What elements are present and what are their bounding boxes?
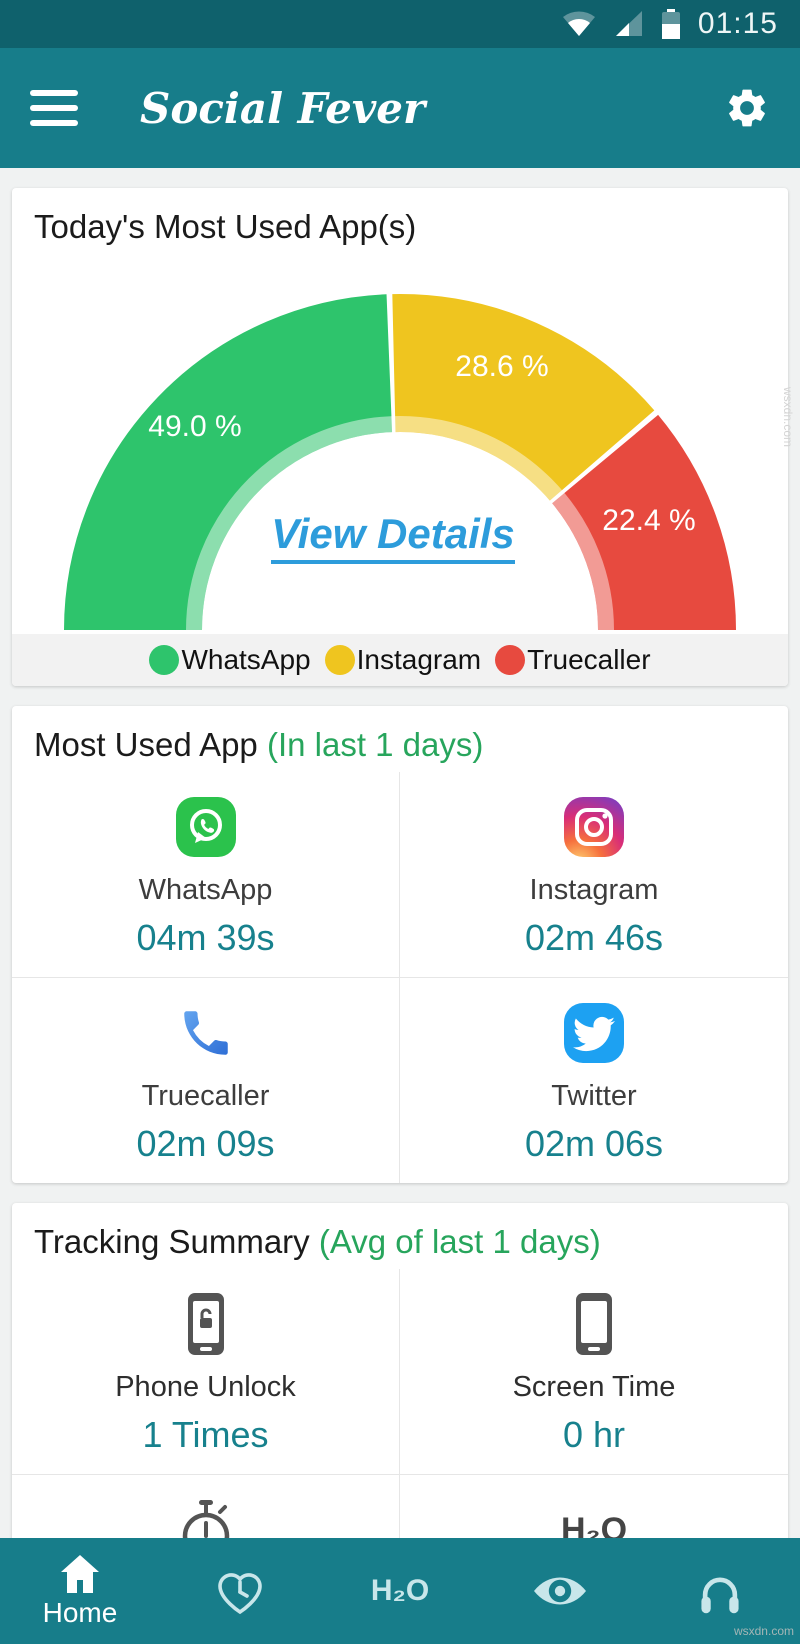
h2o-icon: H₂O	[370, 1574, 430, 1607]
chart-inner-highlight	[186, 416, 614, 631]
tracking-title: Tracking Summary (Avg of last 1 days)	[34, 1223, 601, 1260]
nav-item-home[interactable]: Home	[0, 1538, 160, 1644]
nav-item-heart-rate[interactable]	[160, 1538, 320, 1644]
phone-icon	[576, 1293, 612, 1355]
legend-dot-red	[495, 645, 526, 675]
legend-label: Truecaller	[527, 644, 651, 675]
signal-icon	[615, 11, 642, 36]
clock-time: 01:15	[697, 7, 778, 40]
usage-donut-chart: 49.0 % 28.6 % 22.4 % View Details	[12, 254, 788, 634]
app-name: Instagram	[529, 874, 659, 906]
legend-label: Instagram	[356, 644, 482, 675]
legend-item-truecaller: Truecaller	[495, 644, 651, 676]
legend-item-instagram: Instagram	[324, 644, 482, 676]
metric-label: Screen Time	[512, 1371, 676, 1403]
eye-icon	[534, 1577, 586, 1605]
battery-icon	[661, 9, 680, 39]
chart-slice-truecaller[interactable]	[551, 414, 736, 632]
legend-dot-yellow	[324, 645, 355, 675]
truecaller-icon	[183, 1011, 228, 1055]
app-usage-time: 02m 06s	[524, 1123, 664, 1164]
nav-item-audio[interactable]	[640, 1538, 800, 1644]
most-used-title: Most Used App (In last 1 days)	[34, 726, 484, 763]
app-name: Truecaller	[141, 1080, 270, 1112]
slice-label-instagram: 28.6 %	[455, 350, 548, 383]
chart-legend: WhatsApp Instagram Truecaller	[12, 634, 788, 686]
instagram-icon	[564, 797, 624, 857]
app-bar: Social Fever	[0, 48, 800, 168]
view-details-link[interactable]: View Details	[271, 510, 515, 557]
nav-item-water[interactable]: H₂O	[320, 1538, 480, 1644]
todays-usage-card: Today's Most Used App(s) 49.0 % 28.6 % 2…	[12, 188, 788, 686]
heart-clock-icon	[218, 1573, 262, 1615]
legend-item-whatsapp: WhatsApp	[149, 644, 311, 676]
status-bar: 01:15	[0, 0, 800, 48]
chart-card-title: Today's Most Used App(s)	[34, 208, 417, 245]
phone-unlock-icon	[187, 1293, 224, 1355]
app-cell-whatsapp[interactable]: WhatsApp 04m 39s	[12, 772, 400, 978]
app-usage-time: 04m 39s	[136, 917, 275, 958]
tracking-subtitle: (Avg of last 1 days)	[318, 1223, 601, 1260]
slice-label-truecaller: 22.4 %	[602, 504, 695, 537]
headphones-icon	[701, 1577, 739, 1614]
app-title: Social Fever	[140, 83, 426, 133]
metric-cell-phone-unlock[interactable]: Phone Unlock 1 Times	[12, 1269, 400, 1475]
app-cell-twitter[interactable]: Twitter 02m 06s	[400, 978, 788, 1183]
metric-label: Phone Unlock	[115, 1371, 296, 1403]
settings-gear-icon[interactable]	[724, 85, 770, 131]
chart-slice-instagram[interactable]	[392, 294, 655, 502]
twitter-icon	[564, 1003, 624, 1063]
metric-value: 0 hr	[562, 1414, 626, 1455]
menu-icon[interactable]	[30, 90, 78, 126]
watermark: wsxdn.com	[733, 1624, 794, 1638]
most-used-card: Most Used App (In last 1 days) WhatsApp …	[12, 706, 788, 1183]
whatsapp-icon	[175, 797, 236, 857]
legend-label: WhatsApp	[181, 644, 311, 675]
app-name: Twitter	[551, 1080, 637, 1112]
chart-slice-whatsapp[interactable]	[64, 294, 394, 632]
app-cell-instagram[interactable]: Instagram 02m 46s	[400, 772, 788, 978]
metric-value: 1 Times	[142, 1414, 269, 1455]
wifi-icon	[562, 11, 595, 36]
most-used-grid: WhatsApp 04m 39s	[12, 772, 788, 1183]
app-usage-time: 02m 09s	[136, 1123, 275, 1164]
bottom-nav: Home H₂O wsxdn.com	[0, 1538, 800, 1644]
metric-cell-screen-time[interactable]: Screen Time 0 hr	[400, 1269, 788, 1475]
most-used-subtitle: (In last 1 days)	[266, 726, 484, 763]
app-usage-time: 02m 46s	[524, 917, 664, 958]
nav-item-eye-care[interactable]	[480, 1538, 640, 1644]
slice-label-whatsapp: 49.0 %	[148, 410, 241, 443]
legend-dot-green	[149, 645, 180, 675]
home-icon	[61, 1555, 99, 1593]
app-cell-truecaller[interactable]: Truecaller 02m 09s	[12, 978, 400, 1183]
nav-label-home: Home	[42, 1597, 118, 1628]
app-name: WhatsApp	[138, 874, 273, 906]
watermark-side: wsxdn.com	[781, 387, 795, 448]
